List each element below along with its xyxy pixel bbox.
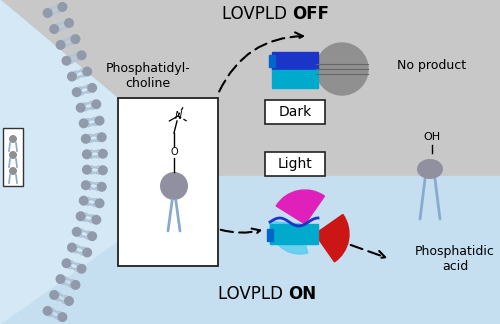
Circle shape [94,116,104,126]
Circle shape [56,40,66,50]
Circle shape [82,165,92,175]
Circle shape [82,248,92,258]
Circle shape [58,2,68,12]
Circle shape [81,180,91,190]
Circle shape [160,172,188,200]
Bar [0,176,500,324]
Circle shape [76,103,86,113]
Circle shape [58,312,68,322]
Wedge shape [315,214,349,262]
Circle shape [98,165,108,175]
Circle shape [72,227,82,237]
Circle shape [87,83,97,93]
Ellipse shape [417,159,443,179]
Wedge shape [270,221,308,254]
Circle shape [81,134,91,144]
Text: LOVPLD: LOVPLD [218,285,288,303]
FancyBboxPatch shape [118,98,218,266]
Circle shape [76,264,86,274]
Circle shape [70,34,81,44]
Circle shape [72,87,82,97]
Circle shape [42,306,52,316]
Polygon shape [0,0,210,324]
Text: N: N [174,111,182,121]
Text: Phosphatidyl-
choline: Phosphatidyl- choline [106,62,190,90]
Circle shape [42,8,52,18]
Bar [272,52,318,70]
Text: O: O [170,147,178,157]
Circle shape [9,151,17,159]
Circle shape [64,296,74,306]
Circle shape [56,274,66,284]
Bar [269,55,275,67]
Bar [270,224,318,244]
FancyBboxPatch shape [265,100,325,124]
Circle shape [62,56,72,66]
Circle shape [70,280,81,290]
Circle shape [82,149,92,159]
Text: OH: OH [424,132,440,142]
Circle shape [316,43,368,95]
Circle shape [64,18,74,28]
Text: No product: No product [398,60,466,73]
Circle shape [94,198,104,208]
FancyBboxPatch shape [265,152,325,176]
Text: Phosphatidic
acid: Phosphatidic acid [415,245,495,273]
Circle shape [92,215,102,225]
Circle shape [9,135,17,143]
Circle shape [98,149,108,159]
Circle shape [67,72,77,81]
Circle shape [62,258,72,268]
FancyArrowPatch shape [350,245,385,258]
Circle shape [9,167,17,175]
Circle shape [96,132,106,142]
Circle shape [76,211,86,221]
FancyArrowPatch shape [220,229,260,236]
Text: LOVPLD: LOVPLD [222,5,292,23]
Bar [267,229,273,241]
Circle shape [49,290,59,300]
Circle shape [78,196,88,206]
FancyBboxPatch shape [3,128,23,186]
Circle shape [92,99,102,109]
Text: OFF: OFF [292,5,329,23]
Bar [272,70,318,88]
Circle shape [67,243,77,252]
FancyArrowPatch shape [219,32,303,91]
Circle shape [96,182,106,192]
Text: Light: Light [278,157,312,171]
Text: Dark: Dark [278,105,312,119]
Circle shape [87,231,97,241]
Circle shape [78,118,88,128]
Wedge shape [276,190,324,224]
Circle shape [49,24,59,34]
Text: ON: ON [288,285,316,303]
Circle shape [82,66,92,76]
Circle shape [76,50,86,60]
